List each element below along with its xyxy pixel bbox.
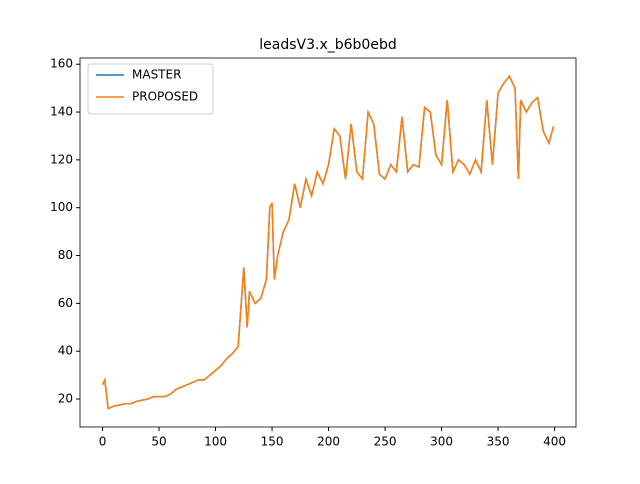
x-tick-label: 150 xyxy=(261,435,284,449)
y-tick-label: 80 xyxy=(58,248,73,262)
series-line xyxy=(101,74,555,410)
series-line xyxy=(101,74,555,410)
y-tick-label: 160 xyxy=(50,57,73,71)
y-tick-label: 100 xyxy=(50,200,73,214)
y-tick-label: 20 xyxy=(58,392,73,406)
y-tick-label: 60 xyxy=(58,296,73,310)
y-tick-label: 120 xyxy=(50,152,73,166)
x-tick-label: 400 xyxy=(543,435,566,449)
x-tick-label: 50 xyxy=(151,435,166,449)
x-tick-label: 350 xyxy=(487,435,510,449)
y-tick-label: 40 xyxy=(58,344,73,358)
x-tick-label: 300 xyxy=(430,435,453,449)
x-tick-label: 200 xyxy=(317,435,340,449)
legend-label: PROPOSED xyxy=(132,90,198,104)
x-tick-label: 100 xyxy=(204,435,227,449)
x-tick-label: 0 xyxy=(99,435,107,449)
axes-frame xyxy=(79,57,577,428)
chart-title: leadsV3.x_b6b0ebd xyxy=(259,37,396,53)
y-tick-label: 140 xyxy=(50,105,73,119)
legend-box xyxy=(87,63,214,115)
legend-label: MASTER xyxy=(132,68,181,82)
x-tick-label: 250 xyxy=(374,435,397,449)
